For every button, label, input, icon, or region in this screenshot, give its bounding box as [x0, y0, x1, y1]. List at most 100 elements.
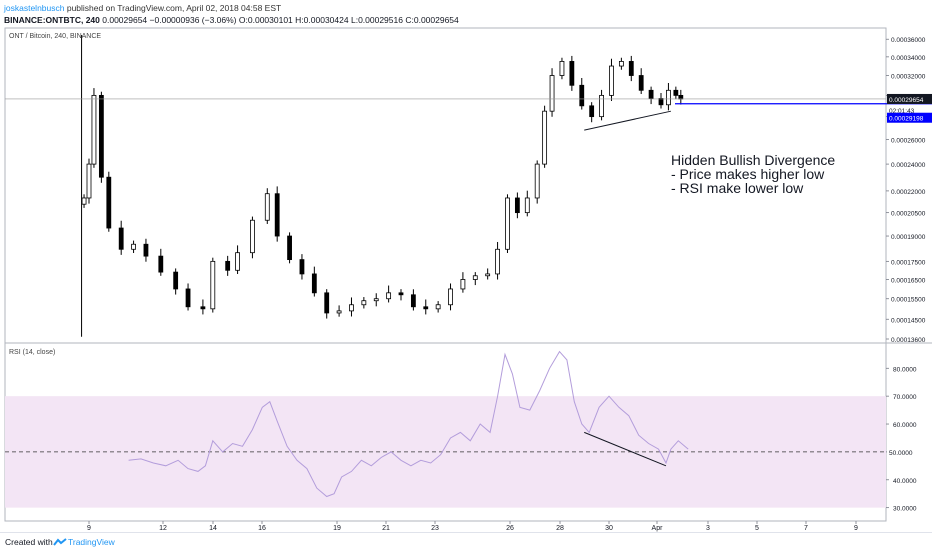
- price-candle[interactable]: [324, 289, 330, 319]
- high-value: 0.00030424: [303, 15, 349, 25]
- price-candle[interactable]: [534, 160, 540, 204]
- price-candle[interactable]: [609, 58, 614, 101]
- price-candle[interactable]: [549, 68, 555, 117]
- price-candle[interactable]: [361, 297, 367, 309]
- price-candle[interactable]: [410, 289, 416, 311]
- price-tick-label: 0.00034000: [891, 55, 926, 62]
- chart-canvas[interactable]: 0.000360000.000340000.000320000.00030000…: [0, 0, 932, 532]
- price-candle[interactable]: [118, 220, 124, 255]
- x-tick-label: 26: [506, 525, 514, 532]
- price-candle[interactable]: [495, 241, 500, 280]
- rsi-pane-title: RSI (14, close): [9, 349, 55, 356]
- price-tick-label: 0.00020500: [891, 211, 926, 218]
- price-change: −0.00000936 (−3.06%): [149, 15, 237, 25]
- price-candle[interactable]: [299, 254, 305, 280]
- candle-body: [638, 75, 644, 91]
- price-candle[interactable]: [673, 86, 679, 100]
- price-candle[interactable]: [185, 283, 191, 311]
- price-candle[interactable]: [398, 289, 404, 301]
- price-candle[interactable]: [589, 102, 595, 123]
- x-tick-label: 9: [854, 525, 858, 532]
- price-candle[interactable]: [618, 57, 624, 70]
- price-candle[interactable]: [666, 82, 671, 111]
- price-candle[interactable]: [264, 188, 270, 224]
- x-tick-label: 19: [333, 525, 341, 532]
- price-candle[interactable]: [158, 248, 164, 276]
- price-candle[interactable]: [91, 88, 97, 168]
- price-candle[interactable]: [235, 245, 240, 275]
- price-candle[interactable]: [106, 171, 112, 232]
- close-label: C:: [405, 15, 414, 25]
- created-with-label: Created with: [5, 537, 53, 547]
- price-candle[interactable]: [472, 272, 478, 286]
- price-candle[interactable]: [86, 158, 92, 204]
- price-candle[interactable]: [599, 89, 604, 121]
- candle-body: [185, 288, 191, 308]
- price-candle[interactable]: [287, 232, 292, 264]
- price-candle[interactable]: [131, 240, 136, 254]
- price-candle[interactable]: [311, 266, 317, 297]
- price-candle[interactable]: [579, 77, 585, 110]
- candle-body: [505, 197, 510, 250]
- candle-body: [658, 98, 664, 106]
- candle-body: [435, 304, 441, 310]
- price-candle[interactable]: [173, 268, 179, 295]
- tradingview-brand[interactable]: TradingView: [68, 537, 115, 547]
- price-candle[interactable]: [542, 105, 548, 168]
- price-candle[interactable]: [638, 68, 644, 95]
- publish-info: published on TradingView.com, April 02, …: [64, 3, 282, 13]
- price-candle[interactable]: [485, 268, 491, 280]
- price-trendline[interactable]: [584, 110, 672, 131]
- candle-body: [398, 292, 404, 296]
- price-candle[interactable]: [648, 86, 654, 105]
- price-candle[interactable]: [505, 194, 510, 254]
- candle-body: [118, 227, 124, 250]
- rsi-tick-label: 40.0000: [893, 478, 917, 485]
- x-tick-label: 12: [159, 525, 167, 532]
- candle-body: [495, 248, 500, 275]
- price-candle[interactable]: [658, 92, 664, 109]
- price-candle[interactable]: [98, 91, 104, 183]
- candle-body: [569, 61, 575, 86]
- price-candle[interactable]: [349, 297, 354, 317]
- candle-body: [200, 306, 206, 310]
- price-candle[interactable]: [210, 257, 216, 313]
- price-candle[interactable]: [448, 283, 453, 311]
- price-candle[interactable]: [524, 190, 530, 217]
- open-label: O:: [238, 15, 248, 25]
- price-candle[interactable]: [514, 192, 520, 219]
- price-candle[interactable]: [250, 216, 255, 259]
- price-candle[interactable]: [373, 293, 379, 307]
- author-link[interactable]: joskastelnbusch: [4, 3, 65, 13]
- candle-body: [648, 89, 654, 99]
- candle-body: [210, 260, 216, 310]
- x-tick-label: 5: [755, 525, 759, 532]
- price-candle[interactable]: [569, 55, 575, 91]
- price-candle[interactable]: [559, 57, 565, 80]
- price-candle[interactable]: [200, 299, 206, 315]
- candle-body: [628, 61, 634, 76]
- price-candle[interactable]: [336, 305, 342, 317]
- price-candle[interactable]: [628, 55, 634, 82]
- price-candle[interactable]: [678, 89, 684, 105]
- level-price-label: 0.00029198: [889, 116, 924, 123]
- ohlc-line: BINANCE:ONTBTC, 240 0.00029654 −0.000009…: [4, 14, 459, 26]
- candle-body: [485, 273, 491, 277]
- candle-body: [158, 255, 164, 273]
- price-candle[interactable]: [274, 186, 280, 242]
- low-label: L:: [350, 15, 359, 25]
- candle-body: [599, 94, 604, 118]
- x-tick-label: 14: [209, 525, 217, 532]
- price-candle[interactable]: [435, 301, 441, 313]
- annotation-title: Hidden Bullish Divergence: [671, 152, 835, 168]
- price-candle[interactable]: [423, 299, 429, 315]
- price-candle[interactable]: [143, 238, 149, 262]
- price-candle[interactable]: [460, 272, 466, 293]
- price-candle[interactable]: [81, 194, 87, 208]
- price-candle[interactable]: [386, 285, 392, 303]
- price-candle[interactable]: [225, 255, 231, 276]
- tradingview-logo-icon: [53, 538, 67, 546]
- x-tick-label: 30: [605, 525, 613, 532]
- candle-body: [324, 292, 330, 314]
- rsi-trendline[interactable]: [584, 431, 667, 467]
